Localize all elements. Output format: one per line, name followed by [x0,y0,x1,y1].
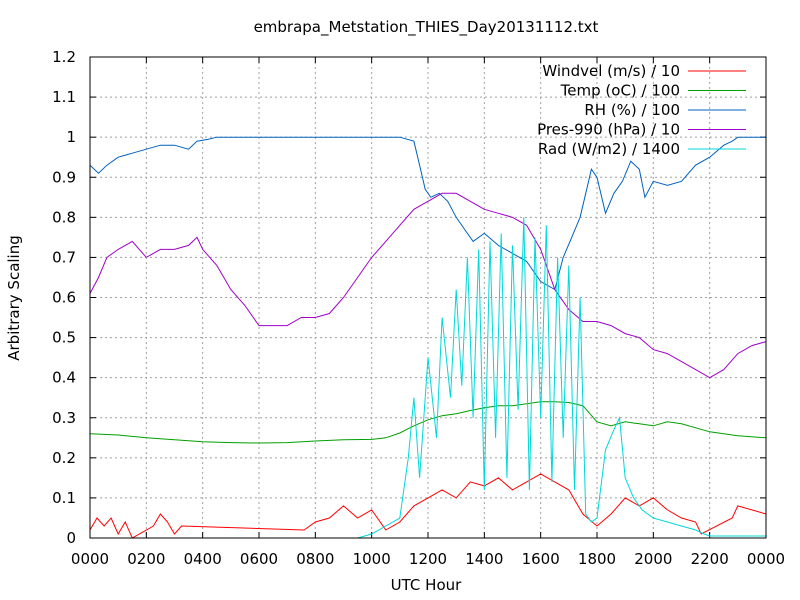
x-tick-label: 2000 [634,550,672,568]
x-tick-label: 0400 [184,550,222,568]
chart-title: embrapa_Metstation_THIES_Day20131112.txt [254,18,599,37]
series-lines [89,136,767,539]
y-tick-label: 0.6 [52,289,76,307]
x-axis-label: UTC Hour [391,576,462,594]
x-tick-label: 0000 [71,550,109,568]
y-axis-label: Arbitrary Scaling [5,235,23,361]
legend-label: Rad (W/m2) / 1400 [538,140,680,158]
legend-label: RH (%) / 100 [584,101,680,119]
y-axis-ticks: 0 0.1 0.2 0.3 0.4 0.5 0.6 0.7 0.8 0.9 1 1.1 1.2 [52,48,766,547]
y-tick-label: 0.4 [52,369,76,387]
legend-label: Temp (oC) / 100 [560,82,680,100]
series-line-1 [89,401,767,444]
series-line-2 [89,136,766,291]
x-tick-label: 1400 [465,550,503,568]
x-tick-label: 1000 [353,550,391,568]
x-tick-label: 0000 [747,550,785,568]
series-line-3 [89,192,767,379]
x-tick-label: 1200 [409,550,447,568]
x-tick-label: 0800 [296,550,334,568]
x-tick-label: 0600 [240,550,278,568]
y-tick-label: 0.1 [52,489,76,507]
legend-label: Pres-990 (hPa) / 10 [537,121,680,139]
y-tick-label: 0 [66,529,76,547]
plot-frame [89,56,767,539]
y-tick-label: 0.8 [52,208,76,226]
x-axis-ticks: 0000 0200 0400 0600 0800 1000 1200 1400 1600 1800… [71,57,785,568]
y-tick-label: 0.5 [52,329,76,347]
x-tick-label: 1800 [578,550,616,568]
series-line-0 [89,473,767,539]
x-tick-label: 0200 [127,550,165,568]
y-tick-label: 1.1 [52,88,76,106]
series-line-4 [90,217,766,539]
y-tick-label: 0.3 [52,409,76,427]
x-tick-label: 1600 [522,550,560,568]
y-tick-label: 0.7 [52,248,76,266]
x-tick-label: 2200 [691,550,729,568]
y-tick-label: 0.2 [52,449,76,467]
y-tick-label: 1.2 [52,48,76,66]
y-tick-label: 0.9 [52,168,76,186]
legend-label: Windvel (m/s) / 10 [542,62,680,80]
y-tick-label: 1 [66,128,76,146]
